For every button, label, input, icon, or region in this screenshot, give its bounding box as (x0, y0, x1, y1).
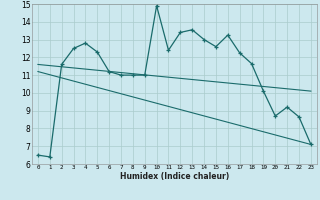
X-axis label: Humidex (Indice chaleur): Humidex (Indice chaleur) (120, 172, 229, 181)
